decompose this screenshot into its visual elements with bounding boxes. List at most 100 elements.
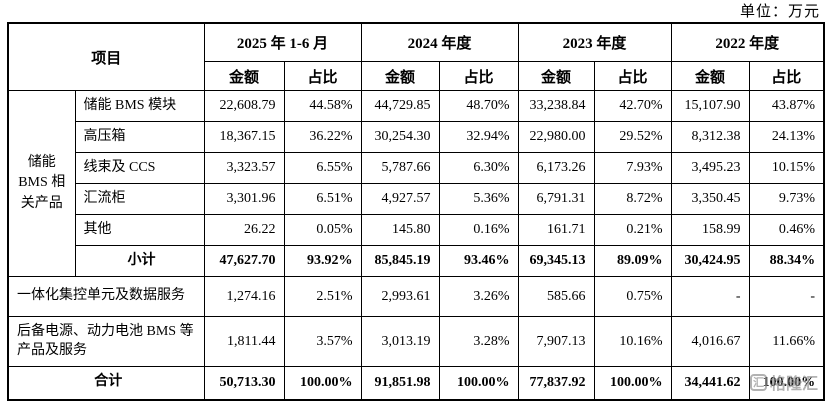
share-cell: 10.16% <box>593 316 672 367</box>
row-label: 合计 <box>7 366 205 400</box>
amount-cell: - <box>670 276 750 317</box>
table-row: 后备电源、动力电池 BMS 等产品及服务 1,811.44 3.57% 3,01… <box>7 316 825 367</box>
amount-cell: 585.66 <box>517 276 595 317</box>
table-row: 线束及 CCS 3,323.57 6.55% 5,787.66 6.30% 6,… <box>8 152 825 184</box>
row-label: 小计 <box>74 245 205 277</box>
amount-cell: 3,495.23 <box>670 152 750 184</box>
share-cell: 3.57% <box>283 316 362 367</box>
share-cell: 0.16% <box>438 214 519 246</box>
header-row-measures: 金额 占比 金额 占比 金额 占比 金额 占比 <box>8 61 825 91</box>
amount-cell: 1,811.44 <box>203 316 285 367</box>
share-header: 占比 <box>438 61 519 91</box>
amount-cell: 85,845.19 <box>360 245 440 277</box>
amount-cell: 44,729.85 <box>360 90 440 122</box>
revenue-breakdown-table: 项目 2025 年 1-6 月 2024 年度 2023 年度 2022 年度 … <box>7 22 826 401</box>
row-label: 后备电源、动力电池 BMS 等产品及服务 <box>7 316 205 367</box>
share-cell: 8.72% <box>593 183 672 215</box>
share-cell: 11.66% <box>748 316 825 367</box>
share-cell: 100.00% <box>748 366 825 400</box>
period-header-2024: 2024 年度 <box>360 22 519 62</box>
amount-cell: 69,345.13 <box>517 245 595 277</box>
share-cell: 36.22% <box>283 121 362 153</box>
row-label: 其他 <box>74 214 205 246</box>
row-label: 线束及 CCS <box>74 152 205 184</box>
table-row: 储能 BMS 相 关产品 储能 BMS 模块 22,608.79 44.58% … <box>7 90 825 277</box>
share-header: 占比 <box>593 61 672 91</box>
amount-cell: 33,238.84 <box>517 90 595 122</box>
amount-cell: 91,851.98 <box>360 366 440 400</box>
amount-header: 金额 <box>517 61 595 91</box>
amount-cell: 4,016.67 <box>670 316 750 367</box>
share-cell: 24.13% <box>748 121 825 153</box>
share-cell: 32.94% <box>438 121 519 153</box>
subtotal-row: 小计 47,627.70 93.92% 85,845.19 93.46% 69,… <box>8 245 825 277</box>
amount-cell: 161.71 <box>517 214 595 246</box>
amount-cell: 18,367.15 <box>203 121 285 153</box>
amount-cell: 3,350.45 <box>670 183 750 215</box>
amount-cell: 145.80 <box>360 214 440 246</box>
amount-cell: 3,013.19 <box>360 316 440 367</box>
item-column-header: 项目 <box>7 22 205 91</box>
share-cell: 44.58% <box>283 90 362 122</box>
amount-cell: 77,837.92 <box>517 366 595 400</box>
share-cell: 93.46% <box>438 245 519 277</box>
share-cell: 100.00% <box>593 366 672 400</box>
share-cell: 9.73% <box>748 183 825 215</box>
share-cell: 93.92% <box>283 245 362 277</box>
share-cell: 88.34% <box>748 245 825 277</box>
share-cell: 3.26% <box>438 276 519 317</box>
row-label: 储能 BMS 模块 <box>74 90 205 122</box>
amount-cell: 50,713.30 <box>203 366 285 400</box>
amount-cell: 4,927.57 <box>360 183 440 215</box>
table-row: 汇流柜 3,301.96 6.51% 4,927.57 5.36% 6,791.… <box>8 183 825 215</box>
amount-cell: 30,424.95 <box>670 245 750 277</box>
amount-header: 金额 <box>360 61 440 91</box>
amount-cell: 22,608.79 <box>203 90 285 122</box>
amount-cell: 6,173.26 <box>517 152 595 184</box>
share-cell: 0.05% <box>283 214 362 246</box>
share-cell: 10.15% <box>748 152 825 184</box>
amount-cell: 15,107.90 <box>670 90 750 122</box>
amount-header: 金额 <box>203 61 285 91</box>
amount-cell: 8,312.38 <box>670 121 750 153</box>
amount-cell: 6,791.31 <box>517 183 595 215</box>
amount-cell: 158.99 <box>670 214 750 246</box>
period-header-2022: 2022 年度 <box>670 22 825 62</box>
amount-cell: 34,441.62 <box>670 366 750 400</box>
share-cell: 5.36% <box>438 183 519 215</box>
share-header: 占比 <box>748 61 825 91</box>
amount-cell: 26.22 <box>203 214 285 246</box>
amount-cell: 3,323.57 <box>203 152 285 184</box>
unit-label: 单位：万元 <box>739 4 820 20</box>
amount-cell: 30,254.30 <box>360 121 440 153</box>
share-cell: 29.52% <box>593 121 672 153</box>
amount-cell: 2,993.61 <box>360 276 440 317</box>
share-cell: 6.55% <box>283 152 362 184</box>
share-cell: 0.75% <box>593 276 672 317</box>
total-row: 合计 50,713.30 100.00% 91,851.98 100.00% 7… <box>7 366 825 400</box>
row-label: 一体化集控单元及数据服务 <box>7 276 205 317</box>
amount-cell: 3,301.96 <box>203 183 285 215</box>
share-cell: 0.21% <box>593 214 672 246</box>
category-label: 储能 BMS 相 关产品 <box>7 90 76 277</box>
share-cell: 2.51% <box>283 276 362 317</box>
share-cell: 6.30% <box>438 152 519 184</box>
share-cell: 7.93% <box>593 152 672 184</box>
share-cell: 6.51% <box>283 183 362 215</box>
share-cell: 100.00% <box>438 366 519 400</box>
share-cell: 48.70% <box>438 90 519 122</box>
header-row-periods: 项目 2025 年 1-6 月 2024 年度 2023 年度 2022 年度 <box>7 22 825 91</box>
share-cell: 100.00% <box>283 366 362 400</box>
share-cell: 42.70% <box>593 90 672 122</box>
row-label: 汇流柜 <box>74 183 205 215</box>
row-label: 高压箱 <box>74 121 205 153</box>
amount-cell: 22,980.00 <box>517 121 595 153</box>
period-header-2025h1: 2025 年 1-6 月 <box>203 22 362 62</box>
amount-cell: 1,274.16 <box>203 276 285 317</box>
amount-cell: 7,907.13 <box>517 316 595 367</box>
share-header: 占比 <box>283 61 362 91</box>
amount-cell: 47,627.70 <box>203 245 285 277</box>
share-cell: 0.46% <box>748 214 825 246</box>
share-cell: 3.28% <box>438 316 519 367</box>
